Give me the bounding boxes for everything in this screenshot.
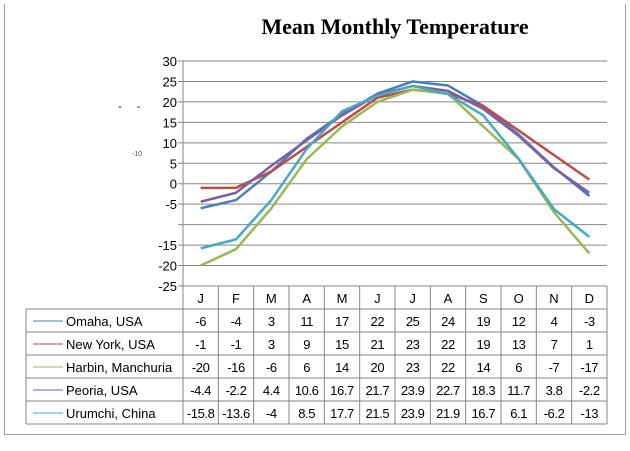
data-cell: 19 bbox=[476, 337, 490, 352]
y-tick-label: 20 bbox=[163, 95, 177, 110]
data-cell: 21.7 bbox=[365, 383, 389, 398]
data-cell: 20 bbox=[370, 360, 384, 375]
y-tick-label: 10 bbox=[163, 136, 177, 151]
data-cell: -13 bbox=[581, 406, 599, 421]
chart-frame bbox=[4, 4, 626, 435]
x-tick-label: A bbox=[302, 291, 311, 306]
data-cell: -15.8 bbox=[187, 406, 215, 421]
data-cell: -2.2 bbox=[226, 383, 247, 398]
series-line-4 bbox=[200, 84, 591, 250]
y-tick-label: -5 bbox=[165, 197, 177, 212]
y-tick-label: 30 bbox=[163, 54, 177, 69]
data-cell: -17 bbox=[581, 360, 599, 375]
y-tick-label: -15 bbox=[158, 238, 177, 253]
chart-title: Mean Monthly Temperature bbox=[261, 14, 529, 39]
data-cell: 8.5 bbox=[298, 406, 315, 421]
y-tick-label: -25 bbox=[158, 279, 177, 294]
data-cell: 22 bbox=[370, 314, 384, 329]
data-cell: 1 bbox=[586, 337, 593, 352]
data-cell: 6 bbox=[303, 360, 310, 375]
legend-label: Harbin, Manchuria bbox=[66, 360, 173, 375]
data-cell: 17.7 bbox=[330, 406, 354, 421]
data-cell: 7 bbox=[551, 337, 558, 352]
x-tick-label: M bbox=[337, 291, 348, 306]
data-cell: 4 bbox=[551, 314, 558, 329]
data-cell: 22 bbox=[441, 360, 455, 375]
data-cell: 13 bbox=[512, 337, 526, 352]
data-cell: 11 bbox=[300, 314, 313, 329]
data-cell: 18.3 bbox=[471, 383, 495, 398]
x-tick-label: O bbox=[514, 291, 524, 306]
data-cell: -4.4 bbox=[190, 383, 211, 398]
data-cell: -13.6 bbox=[222, 406, 250, 421]
legend-label: Omaha, USA bbox=[66, 314, 143, 329]
data-cell: 21 bbox=[370, 337, 384, 352]
data-cell: 24 bbox=[441, 314, 455, 329]
data-cell: -7 bbox=[549, 360, 560, 375]
data-cell: 12 bbox=[512, 314, 526, 329]
data-cell: 3 bbox=[268, 314, 275, 329]
data-cell: -3 bbox=[584, 314, 595, 329]
x-tick-label: S bbox=[479, 291, 488, 306]
data-cell: 16.7 bbox=[330, 383, 354, 398]
data-cell: 23.9 bbox=[401, 406, 425, 421]
data-cell: 11.7 bbox=[507, 383, 530, 398]
data-cell: 14 bbox=[476, 360, 490, 375]
y-tick-label: 15 bbox=[163, 115, 177, 130]
data-cell: 3 bbox=[268, 337, 275, 352]
y-tick-label: 0 bbox=[170, 177, 177, 192]
data-cell: -16 bbox=[227, 360, 245, 375]
series-line-1 bbox=[200, 88, 591, 190]
x-tick-label: J bbox=[197, 291, 204, 306]
data-cell: 21.9 bbox=[436, 406, 460, 421]
legend-label: New York, USA bbox=[66, 337, 155, 352]
data-cell: -6 bbox=[195, 314, 206, 329]
data-cell: -6.2 bbox=[544, 406, 565, 421]
data-cell: 15 bbox=[335, 337, 349, 352]
data-cell: 14 bbox=[335, 360, 349, 375]
data-cell: 3.8 bbox=[546, 383, 563, 398]
data-cell: 22 bbox=[441, 337, 455, 352]
data-cell: -1 bbox=[195, 337, 206, 352]
data-cell: -6 bbox=[266, 360, 277, 375]
y-tick-label: 5 bbox=[170, 156, 177, 171]
data-cell: -20 bbox=[192, 360, 210, 375]
data-cell: 9 bbox=[303, 337, 310, 352]
x-tick-label: D bbox=[585, 291, 594, 306]
data-cell: 23.9 bbox=[401, 383, 425, 398]
series-line-3 bbox=[200, 84, 591, 203]
data-cell: 25 bbox=[406, 314, 420, 329]
x-tick-label: N bbox=[549, 291, 558, 306]
data-cell: 6 bbox=[515, 360, 522, 375]
legend-label: Urumchi, China bbox=[66, 406, 156, 421]
data-cell: 19 bbox=[476, 314, 490, 329]
stray-marks: - - bbox=[118, 101, 147, 113]
y-tick-label: -20 bbox=[158, 259, 177, 274]
x-tick-label: F bbox=[232, 291, 240, 306]
x-tick-label: J bbox=[409, 291, 416, 306]
stray-tick-label: -10 bbox=[132, 151, 143, 158]
data-cell: 21.5 bbox=[365, 406, 389, 421]
data-cell: -1 bbox=[231, 337, 242, 352]
data-cell: 17 bbox=[335, 314, 349, 329]
data-cell: -4 bbox=[266, 406, 277, 421]
data-cell: 23 bbox=[406, 360, 420, 375]
data-cell: 23 bbox=[406, 337, 420, 352]
data-cell: -4 bbox=[231, 314, 242, 329]
legend-label: Peoria, USA bbox=[66, 383, 138, 398]
series-line-0 bbox=[200, 80, 591, 210]
x-tick-label: J bbox=[374, 291, 381, 306]
data-cell: -2.2 bbox=[579, 383, 600, 398]
y-tick-label: 25 bbox=[163, 74, 177, 89]
x-tick-label: A bbox=[444, 291, 453, 306]
data-cell: 10.6 bbox=[295, 383, 319, 398]
x-tick-label: M bbox=[266, 291, 277, 306]
data-cell: 16.7 bbox=[471, 406, 495, 421]
data-cell: 22.7 bbox=[436, 383, 460, 398]
data-cell: 4.4 bbox=[263, 383, 280, 398]
data-cell: 6.1 bbox=[510, 406, 527, 421]
